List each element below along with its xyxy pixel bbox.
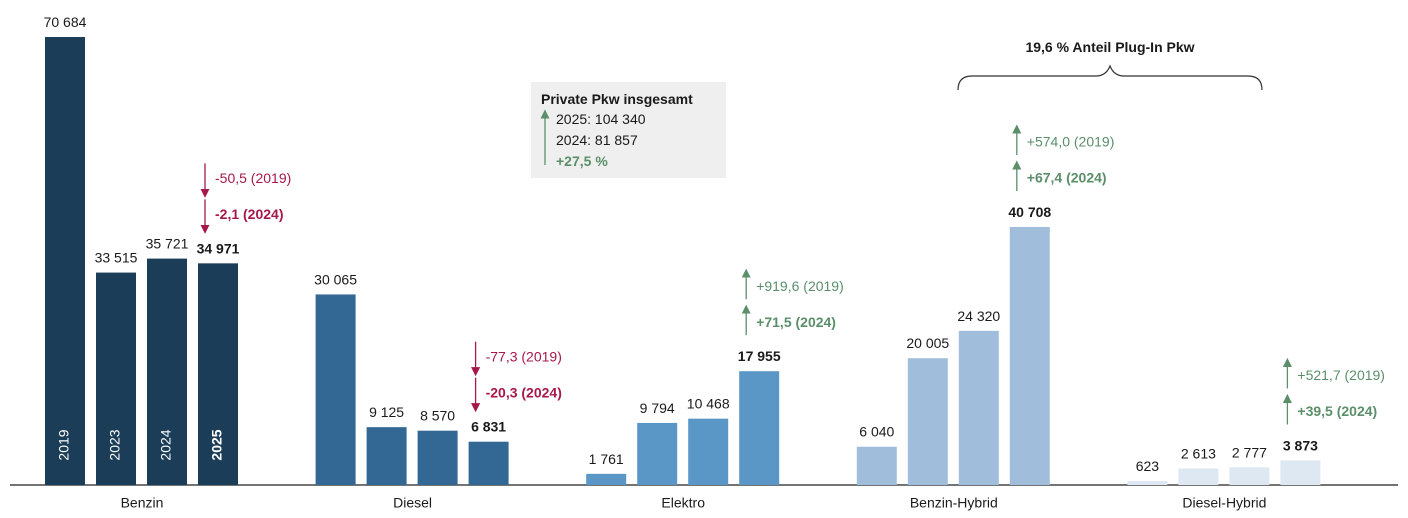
bar [1229,467,1270,485]
info-title: Private Pkw insgesamt [541,91,693,107]
bar [1009,226,1050,485]
value-label: 2 613 [1181,445,1216,461]
value-label: 3 873 [1283,437,1318,453]
bar [468,441,509,485]
bar [907,358,948,485]
value-label: 30 065 [314,271,357,287]
change-label: +39,5 (2024) [1297,403,1377,419]
info-line: 2024: 81 857 [556,132,638,148]
value-label: 6 831 [471,419,506,435]
value-label: 9 794 [640,400,675,416]
category-label: Elektro [661,495,705,511]
change-label: -20,3 (2024) [486,384,562,400]
value-label: 24 320 [957,308,1000,324]
value-label: 623 [1136,458,1160,474]
change-label: +71,5 (2024) [756,314,836,330]
info-line: 2025: 104 340 [556,111,646,127]
change-label: -77,3 (2019) [486,348,562,364]
value-label: 9 125 [369,404,404,420]
value-label: 34 971 [197,240,240,256]
year-label: 2024 [158,429,174,460]
category-label: Benzin-Hybrid [910,495,998,511]
value-label: 40 708 [1008,204,1051,220]
bar [739,371,780,485]
value-label: 17 955 [738,348,781,364]
info-line: +27,5 % [556,153,608,169]
bar [45,37,85,485]
bar [96,272,136,485]
category-label: Diesel [393,495,432,511]
value-label: 70 684 [44,14,87,30]
info-box [531,82,726,178]
bar [147,258,187,485]
year-label: 2019 [56,429,72,460]
bar [586,473,627,485]
value-label: 1 761 [589,451,624,467]
bar [198,263,238,485]
bar [315,294,356,485]
bar [1280,460,1321,485]
change-label: +67,4 (2024) [1027,170,1107,186]
change-label: +521,7 (2019) [1297,367,1385,383]
bar [1178,468,1219,485]
value-label: 6 040 [859,424,894,440]
bar [1127,481,1168,485]
value-label: 35 721 [146,236,189,252]
bar [958,330,999,485]
bar [688,418,729,485]
change-label: +919,6 (2019) [756,278,844,294]
value-label: 8 570 [420,408,455,424]
value-label: 33 515 [95,250,138,266]
bar [417,430,458,485]
change-label: +574,0 (2019) [1027,134,1115,150]
category-label: Benzin [121,495,164,511]
bar [856,446,897,485]
change-label: -2,1 (2024) [215,206,283,222]
year-label: 2025 [209,429,225,460]
bracket [957,64,1263,91]
value-label: 2 777 [1232,444,1267,460]
bar [637,422,678,485]
value-label: 10 468 [687,396,730,412]
year-label: 2023 [107,429,123,460]
bar [366,427,407,485]
value-label: 20 005 [906,335,949,351]
change-label: -50,5 (2019) [215,170,291,186]
category-label: Diesel-Hybrid [1182,495,1266,511]
bracket-label: 19,6 % Anteil Plug-In Pkw [1025,39,1194,55]
